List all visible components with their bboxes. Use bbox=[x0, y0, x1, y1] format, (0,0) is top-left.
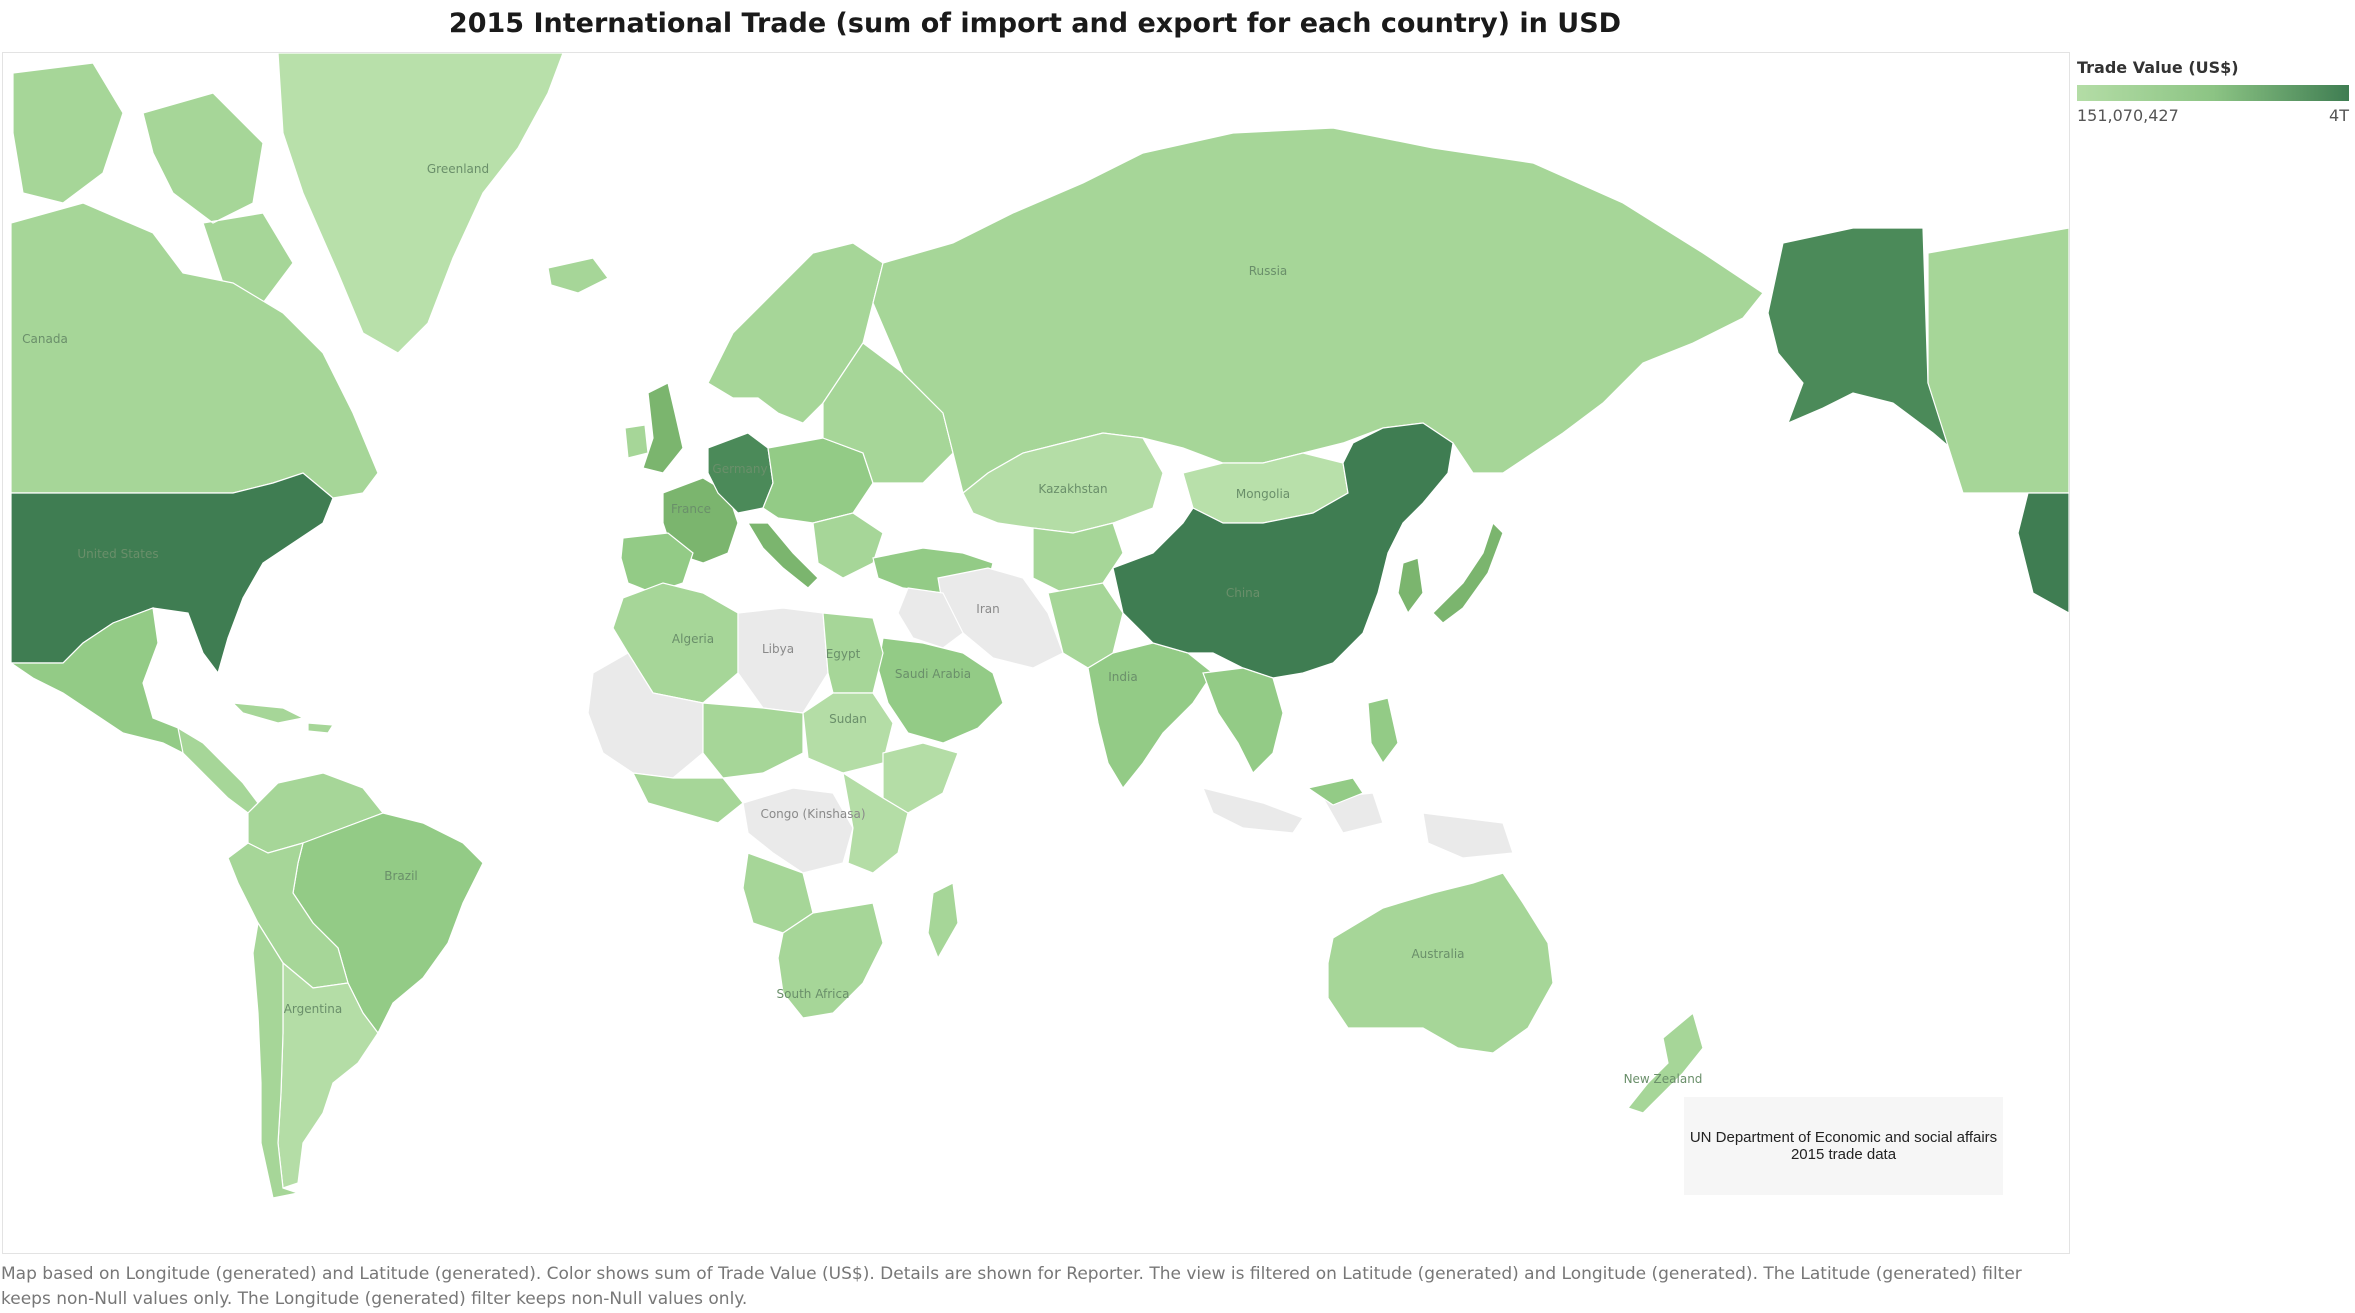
country-sudan[interactable] bbox=[802, 692, 894, 774]
color-legend[interactable]: Trade Value (US$) 151,070,427 4T bbox=[2077, 58, 2349, 125]
country-southern-africa[interactable] bbox=[777, 902, 884, 1019]
legend-range-labels: 151,070,427 4T bbox=[2077, 106, 2349, 125]
country-canada-east-wrap[interactable] bbox=[1927, 227, 2069, 494]
label-france: France bbox=[671, 502, 711, 516]
label-mongolia: Mongolia bbox=[1236, 487, 1290, 501]
country-chile[interactable] bbox=[252, 921, 301, 1199]
country-saudi-arabia[interactable] bbox=[877, 637, 1004, 744]
country-united-states-alaska[interactable] bbox=[1767, 227, 1979, 464]
country-peru-bolivia[interactable] bbox=[227, 842, 349, 989]
country-india[interactable] bbox=[1087, 642, 1214, 790]
country-japan[interactable] bbox=[1432, 521, 1504, 624]
country-canada-islands[interactable] bbox=[12, 62, 294, 304]
label-china: China bbox=[1226, 586, 1260, 600]
country-nigeria-gulf[interactable] bbox=[631, 772, 744, 824]
world-map[interactable]: Greenland Canada United States Russia Ka… bbox=[2, 52, 2070, 1254]
country-korea[interactable] bbox=[1397, 557, 1424, 615]
legend-min-label: 151,070,427 bbox=[2077, 106, 2179, 125]
legend-title: Trade Value (US$) bbox=[2077, 58, 2239, 77]
label-libya: Libya bbox=[762, 642, 794, 656]
label-congo: Congo (Kinshasa) bbox=[760, 807, 865, 821]
label-germany: Germany bbox=[712, 462, 767, 476]
country-west-africa[interactable] bbox=[587, 652, 704, 779]
country-philippines[interactable] bbox=[1367, 697, 1399, 765]
country-iceland[interactable] bbox=[547, 257, 609, 294]
country-italy[interactable] bbox=[746, 522, 819, 589]
label-argentina: Argentina bbox=[284, 1002, 343, 1016]
country-balkans[interactable] bbox=[812, 512, 884, 579]
country-united-states-wrap[interactable] bbox=[2017, 492, 2069, 614]
country-madagascar[interactable] bbox=[927, 882, 959, 960]
country-china[interactable] bbox=[1112, 422, 1454, 679]
label-australia: Australia bbox=[1411, 947, 1464, 961]
label-russia: Russia bbox=[1249, 264, 1288, 278]
country-algeria-morocco[interactable] bbox=[612, 582, 739, 704]
label-brazil: Brazil bbox=[384, 869, 418, 883]
label-kazakhstan: Kazakhstan bbox=[1038, 482, 1107, 496]
country-australia[interactable] bbox=[1327, 872, 1554, 1054]
map-canvas[interactable]: Greenland Canada United States Russia Ka… bbox=[3, 53, 2069, 1253]
country-eastern-europe[interactable] bbox=[822, 342, 954, 484]
country-libya[interactable] bbox=[737, 607, 829, 714]
country-southeast-asia[interactable] bbox=[1202, 667, 1284, 775]
label-egypt: Egypt bbox=[826, 647, 861, 661]
country-east-africa[interactable] bbox=[842, 771, 909, 874]
country-kazakhstan[interactable] bbox=[962, 432, 1164, 534]
country-greenland[interactable] bbox=[277, 53, 564, 354]
country-caribbean[interactable] bbox=[231, 702, 335, 734]
label-algeria: Algeria bbox=[672, 632, 714, 646]
label-canada: Canada bbox=[22, 332, 68, 346]
legend-gradient-bar bbox=[2077, 85, 2349, 101]
country-ireland[interactable] bbox=[624, 424, 649, 459]
label-united-states: United States bbox=[77, 547, 158, 561]
legend-max-label: 4T bbox=[2329, 106, 2349, 125]
country-new-zealand[interactable] bbox=[1626, 1011, 1704, 1114]
label-sudan: Sudan bbox=[829, 712, 867, 726]
map-caption: Map based on Longitude (generated) and L… bbox=[1, 1264, 2022, 1309]
country-united-kingdom[interactable] bbox=[642, 382, 684, 474]
country-sahel[interactable] bbox=[702, 702, 804, 779]
country-malaysia[interactable] bbox=[1306, 777, 1364, 806]
label-saudi-arabia: Saudi Arabia bbox=[895, 667, 971, 681]
label-iran: Iran bbox=[976, 602, 999, 616]
chart-title: 2015 International Trade (sum of import … bbox=[448, 8, 1622, 39]
label-greenland: Greenland bbox=[427, 162, 489, 176]
country-congo-kinshasa[interactable] bbox=[742, 787, 854, 874]
label-south-africa: South Africa bbox=[777, 987, 850, 1001]
label-new-zealand: New Zealand bbox=[1624, 1072, 1703, 1086]
source-note: UN Department of Economic and social aff… bbox=[1684, 1097, 2003, 1195]
label-india: India bbox=[1108, 670, 1137, 684]
